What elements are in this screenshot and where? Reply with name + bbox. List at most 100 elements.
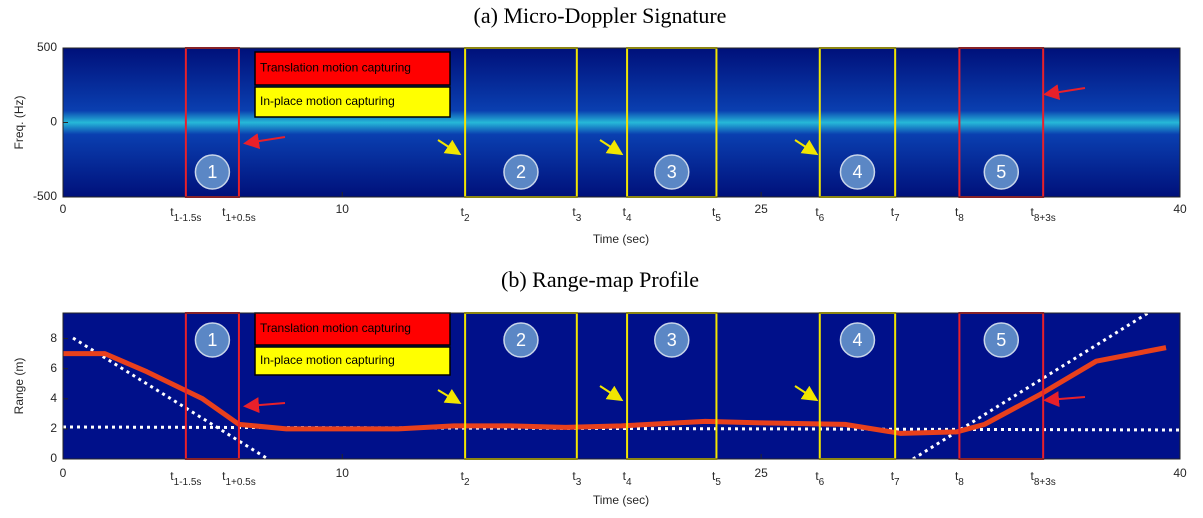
x-tick-subscript: 8+3s [1034,477,1056,488]
legend-text: In-place motion capturing [260,353,395,367]
y-axis-label: Range (m) [12,358,26,415]
region-marker [503,322,539,358]
region-label: 5 [996,162,1006,182]
x-tick-label: t8 [955,469,964,487]
legend-text: In-place motion capturing [260,94,395,108]
arrow [1043,391,1086,408]
x-tick-label: t8+3s [1031,205,1056,223]
chart-title: (a) Micro-Doppler Signature [474,3,727,28]
x-tick-label: t5 [712,469,721,487]
region-marker [654,154,690,190]
x-tick-subscript: 8 [958,213,964,224]
x-tick-label: t8 [955,205,964,223]
x-tick-label: t3 [572,205,581,223]
x-tick-label: t4 [623,205,632,223]
x-axis-label: Time (sec) [593,493,649,507]
x-tick-label: 10 [336,202,350,216]
x-tick-subscript: 4 [626,213,632,224]
region-label: 2 [516,162,526,182]
arrows [243,84,1086,414]
y-tick-label: -500 [33,189,57,203]
y-axis-label: Freq. (Hz) [12,95,26,149]
y-tick-label: 2 [50,421,57,435]
x-tick-label: t4 [623,469,632,487]
arrow [599,385,624,402]
x-tick-label: 40 [1173,202,1187,216]
x-tick-label: t5 [712,205,721,223]
region-marker [503,154,539,190]
x-tick-subscript: 4 [626,477,632,488]
region-marker [654,322,690,358]
x-tick-label: t7 [891,469,900,487]
region-label: 4 [852,162,862,182]
region-label: 1 [207,162,217,182]
x-tick-label: t8+3s [1031,469,1056,487]
x-tick-label: 40 [1173,466,1187,480]
x-tick-subscript: 3 [576,213,582,224]
region-marker [194,154,231,190]
x-tick-subscript: 1+0.5s [225,477,255,488]
plot-frame [62,47,1181,198]
backgrounds [62,48,1181,461]
x-tick-subscript: 1-1.5s [174,477,202,488]
region-label: 1 [207,330,217,350]
x-tick-subscript: 5 [715,477,721,488]
legend-swatch [254,51,451,86]
region-label: 4 [852,330,862,350]
x-tick-label: 10 [336,466,350,480]
arrow [599,139,624,156]
plot-frame [62,312,1181,460]
region-label: 5 [996,330,1006,350]
arrow [794,139,819,156]
fit-line [72,336,269,461]
x-tick-label: t7 [891,205,900,223]
x-tick-label: 0 [60,466,67,480]
x-tick-subscript: 7 [894,213,900,224]
x-tick-label: 25 [754,466,768,480]
y-tick-label: 0 [50,451,57,465]
y-tick-label: 500 [37,40,57,54]
region-marker [983,154,1020,190]
arrow [794,385,819,402]
x-tick-label: t6 [815,205,824,223]
region-label: 2 [516,330,526,350]
x-tick-label: t1+0.5s [222,469,256,487]
range-trace [63,345,1167,436]
legend-swatch [254,86,451,118]
y-tick-label: 0 [50,115,57,129]
region-marker [839,154,876,190]
x-tick-label: t2 [461,469,470,487]
arrow [243,133,286,150]
y-tick-label: 8 [50,331,57,345]
x-tick-label: t2 [461,205,470,223]
arrow [437,388,462,405]
region-label: 3 [667,330,677,350]
region-marker [839,322,876,358]
region-marker [983,322,1020,358]
x-tick-subscript: 2 [464,213,470,224]
x-tick-subscript: 1-1.5s [174,213,202,224]
y-tick-label: 4 [50,391,57,405]
x-tick-label: 0 [60,202,67,216]
x-tick-label: t1-1.5s [170,469,201,487]
x-tick-subscript: 5 [715,213,721,224]
arrow [243,397,286,414]
x-axis-label: Time (sec) [593,232,649,246]
arrow [1043,84,1086,101]
x-tick-subscript: 7 [894,477,900,488]
x-tick-subscript: 1+0.5s [225,213,255,224]
region-marker [194,322,231,358]
legend-text: Translation motion capturing [260,321,411,335]
x-tick-subscript: 8+3s [1034,213,1056,224]
x-tick-subscript: 2 [464,477,470,488]
x-tick-label: t1+0.5s [222,205,256,223]
x-tick-subscript: 8 [958,477,964,488]
y-tick-label: 6 [50,361,57,375]
x-tick-subscript: 3 [576,477,582,488]
legend-swatch [254,346,451,376]
x-tick-label: t6 [815,469,824,487]
x-tick-label: t3 [572,469,581,487]
x-tick-subscript: 6 [819,477,825,488]
x-tick-label: 25 [754,202,768,216]
